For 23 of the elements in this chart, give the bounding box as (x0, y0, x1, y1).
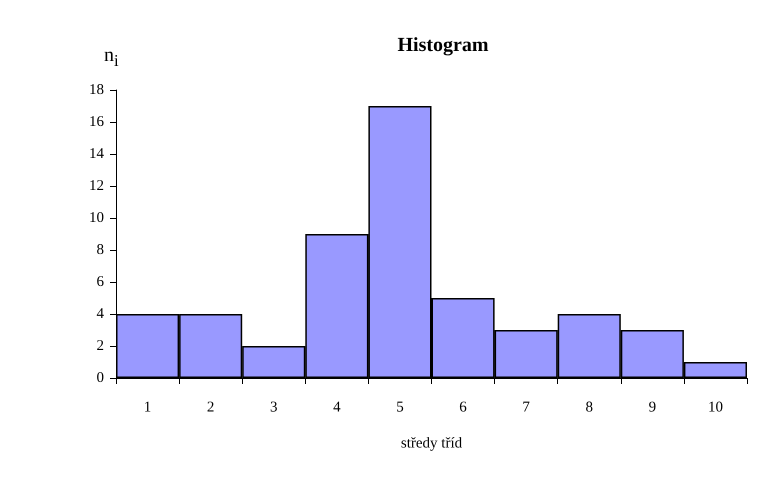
x-tick-label: 3 (270, 400, 278, 416)
y-tick-label: 14 (89, 146, 104, 162)
x-tick-label: 5 (396, 400, 404, 416)
y-tick-label: 6 (96, 274, 104, 290)
y-tick-label: 0 (96, 370, 104, 386)
x-tick-label: 2 (206, 400, 214, 416)
y-axis-title: n$_{i}$ (104, 44, 119, 71)
x-tick-label: 4 (333, 400, 342, 416)
y-tick-label: 8 (96, 242, 104, 258)
y-tick-label: 18 (89, 82, 104, 98)
y-tick-label: 4 (96, 306, 104, 322)
x-tick-label: 6 (459, 400, 468, 416)
y-tick-label: 2 (96, 338, 104, 354)
x-tick-label: 10 (708, 400, 723, 416)
y-tick-label: 10 (89, 210, 104, 226)
y-tick-label: 12 (89, 178, 104, 194)
x-tick-label: 7 (522, 400, 530, 416)
x-axis-title: středy tříd (400, 436, 463, 452)
chart-title: Histogram (397, 34, 489, 56)
y-tick-label: 16 (89, 114, 104, 130)
x-tick-label: 9 (648, 400, 656, 416)
x-tick-label: 8 (586, 400, 593, 416)
x-tick-label: 1 (144, 400, 152, 416)
